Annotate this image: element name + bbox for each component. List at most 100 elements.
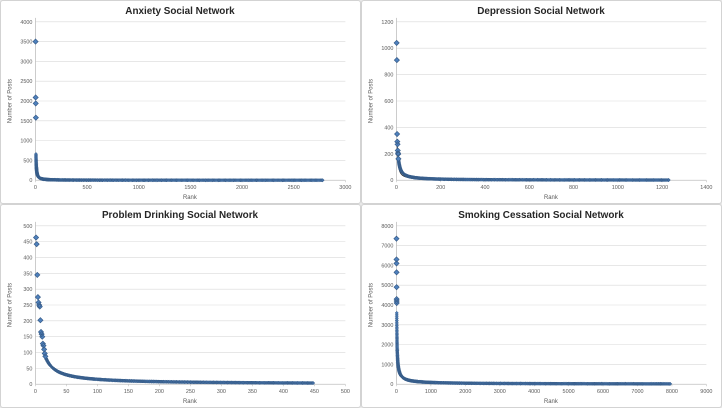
svg-text:2000: 2000 [20,99,32,105]
svg-text:4000: 4000 [20,20,32,26]
svg-text:2500: 2500 [288,185,300,191]
svg-text:50: 50 [26,366,32,372]
svg-text:450: 450 [310,389,319,395]
svg-text:200: 200 [384,152,393,158]
smoking-cessation-scatter-chart: 0 1000 2000 3000 4000 5000 6000 7000 8000 0 1000 20… [369,210,713,405]
svg-text:5000: 5000 [563,389,575,395]
svg-text:150: 150 [124,389,133,395]
svg-text:1500: 1500 [20,119,32,125]
svg-text:2000: 2000 [381,343,393,349]
svg-text:8000: 8000 [381,224,393,230]
svg-text:400: 400 [480,185,489,191]
svg-text:1200: 1200 [656,185,668,191]
y-axis-title: Number of Posts [369,79,375,123]
x-axis-title: Rank [183,195,197,201]
svg-text:1400: 1400 [700,185,712,191]
tick-labels: 0 50 100 150 200 250 300 350 400 450 500 0 50 100 150 2… [23,224,350,395]
gridlines [35,21,346,161]
chart-panel-anxiety: 0 500 1000 1500 2000 2500 3000 3500 4000 0 500 1000… [0,0,361,204]
svg-text:800: 800 [384,73,393,79]
x-axis-title: Rank [544,195,558,201]
gridlines [396,225,707,365]
svg-text:250: 250 [23,303,32,309]
x-axis-title: Rank [183,399,197,405]
svg-text:3000: 3000 [339,185,351,191]
svg-text:2500: 2500 [20,79,32,85]
svg-text:1000: 1000 [381,46,393,52]
chart-panel-depression: 0 200 400 600 800 1000 1200 0 200 400 600 800 1000 12… [361,0,722,204]
power-trendline [396,140,669,181]
svg-text:0: 0 [390,178,393,184]
svg-text:3000: 3000 [381,323,393,329]
axes [35,221,346,387]
svg-text:1000: 1000 [612,185,624,191]
chart-title: Depression Social Network [477,6,605,17]
svg-text:300: 300 [23,287,32,293]
problem-drinking-scatter-chart: 0 50 100 150 200 250 300 350 400 450 500 0 50 100 150 2… [8,210,350,405]
svg-text:1000: 1000 [381,362,393,368]
svg-text:500: 500 [83,185,92,191]
svg-text:6000: 6000 [597,389,609,395]
svg-text:100: 100 [23,351,32,357]
svg-text:200: 200 [23,319,32,325]
tick-labels: 0 500 1000 1500 2000 2500 3000 3500 4000 0 500 1000… [20,20,351,191]
svg-text:500: 500 [23,158,32,164]
y-axis-title: Number of Posts [369,283,375,327]
svg-text:8000: 8000 [666,389,678,395]
svg-text:500: 500 [23,224,32,230]
svg-text:3500: 3500 [20,40,32,46]
svg-text:0: 0 [29,382,32,388]
gridlines [35,225,346,369]
svg-text:0: 0 [395,389,398,395]
svg-text:7000: 7000 [381,244,393,250]
chart-title: Anxiety Social Network [125,6,235,17]
axes [35,17,346,183]
svg-text:300: 300 [217,389,226,395]
svg-text:1500: 1500 [184,185,196,191]
svg-text:0: 0 [34,185,37,191]
y-axis-title: Number of Posts [8,79,14,123]
svg-text:3000: 3000 [494,389,506,395]
svg-text:9000: 9000 [700,389,712,395]
svg-text:350: 350 [23,271,32,277]
svg-text:400: 400 [23,255,32,261]
svg-text:450: 450 [23,240,32,246]
svg-text:7000: 7000 [631,389,643,395]
svg-text:6000: 6000 [381,263,393,269]
svg-text:50: 50 [63,389,69,395]
svg-text:800: 800 [569,185,578,191]
svg-text:1000: 1000 [425,389,437,395]
svg-text:350: 350 [248,389,257,395]
x-axis-title: Rank [544,399,558,405]
svg-text:5000: 5000 [381,283,393,289]
y-axis-title: Number of Posts [8,283,14,327]
svg-text:600: 600 [384,99,393,105]
svg-text:150: 150 [23,335,32,341]
svg-text:3000: 3000 [20,59,32,65]
tick-labels: 0 200 400 600 800 1000 1200 0 200 400 600 800 1000 12… [381,20,712,191]
svg-text:1200: 1200 [381,20,393,26]
svg-text:0: 0 [29,178,32,184]
chart-title: Smoking Cessation Social Network [458,210,624,221]
svg-text:0: 0 [390,382,393,388]
data-points [32,38,325,183]
anxiety-scatter-chart: 0 500 1000 1500 2000 2500 3000 3500 4000 0 500 1000… [8,6,352,201]
axes [396,17,707,183]
tick-labels: 0 1000 2000 3000 4000 5000 6000 7000 8000 0 1000 20… [381,224,712,395]
svg-text:4000: 4000 [381,303,393,309]
axes [396,221,707,387]
chart-panel-problem-drinking: 0 50 100 150 200 250 300 350 400 450 500 0 50 100 150 2… [0,204,361,408]
svg-text:200: 200 [436,185,445,191]
svg-text:2000: 2000 [236,185,248,191]
svg-text:500: 500 [341,389,350,395]
data-points [393,235,673,386]
svg-text:2000: 2000 [459,389,471,395]
chart-title: Problem Drinking Social Network [102,210,259,221]
svg-text:0: 0 [34,389,37,395]
data-points [393,39,671,183]
data-points [32,234,316,386]
svg-text:400: 400 [279,389,288,395]
svg-text:1000: 1000 [20,139,32,145]
depression-scatter-chart: 0 200 400 600 800 1000 1200 0 200 400 600 800 1000 12… [369,6,713,201]
